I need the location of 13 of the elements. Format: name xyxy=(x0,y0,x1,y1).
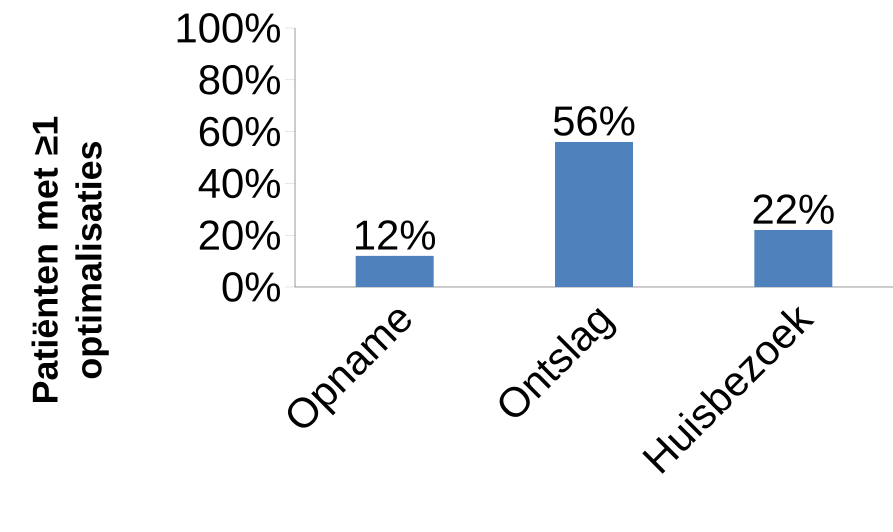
y-tick-label: 100% xyxy=(178,13,280,43)
y-tick-label: 60% xyxy=(200,116,280,146)
y-tick-label: 0% xyxy=(222,272,280,302)
y-tick-label: 80% xyxy=(200,64,280,95)
y-tick-label: 40% xyxy=(198,168,280,198)
data-label: 22% xyxy=(754,194,834,224)
data-label: 56% xyxy=(554,106,634,136)
y-axis-title: Patiënten met ≥1 optimalisaties xyxy=(32,116,109,402)
bar xyxy=(356,256,434,287)
data-label: 12% xyxy=(356,220,436,250)
bar xyxy=(754,230,832,287)
y-tick-label: 20% xyxy=(200,220,280,250)
bar xyxy=(555,142,634,287)
